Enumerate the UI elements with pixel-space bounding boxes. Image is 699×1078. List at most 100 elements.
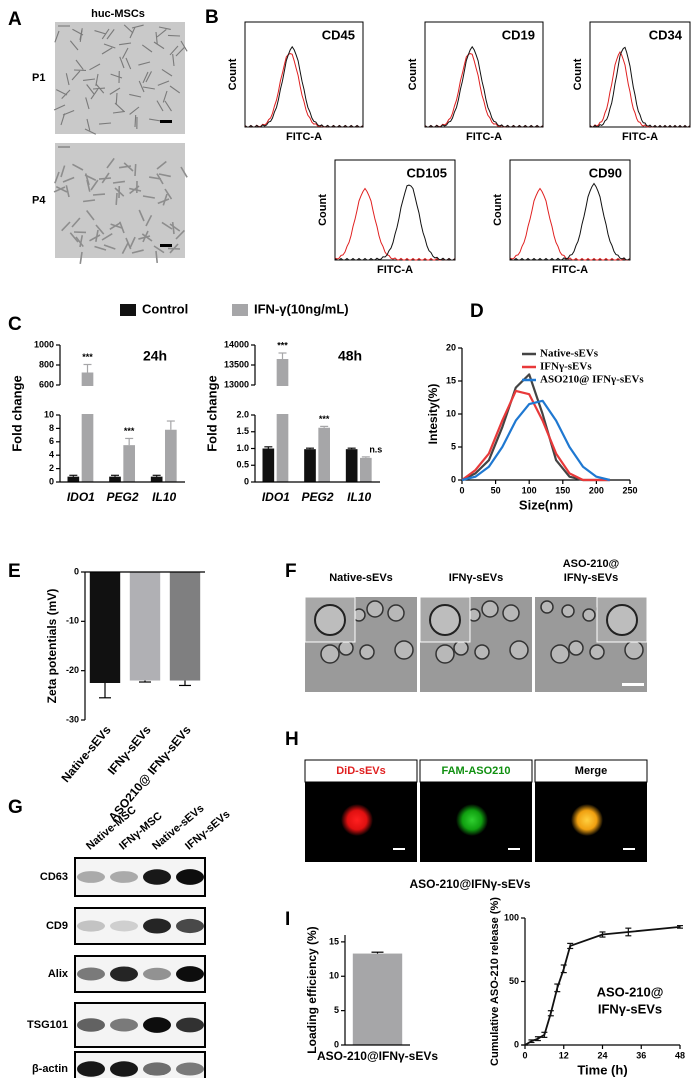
y-tick-label: 1000 [34, 339, 54, 349]
series-line [524, 926, 681, 1046]
histogram [244, 45, 364, 128]
y-tick-label: 10 [44, 409, 54, 419]
vesicle [338, 640, 354, 656]
legend-label: ASO210@ IFNγ-sEVs [540, 374, 644, 386]
vesicle [314, 604, 346, 636]
annotation: *** [82, 352, 93, 362]
y-tick-label: 0 [244, 476, 249, 486]
vesicle [589, 644, 605, 660]
cell [89, 234, 101, 242]
axis-label: FITC-A [622, 131, 658, 143]
band [143, 869, 171, 885]
bar [360, 457, 372, 482]
cell [60, 165, 66, 178]
cell [114, 187, 125, 197]
panel-letter: I [285, 909, 290, 930]
cell [89, 63, 101, 71]
x-tick-label: 36 [636, 1050, 646, 1060]
cell [61, 221, 71, 232]
y-tick-label: 800 [39, 359, 54, 369]
y-tick-label: 20 [446, 342, 456, 352]
cell [112, 110, 125, 114]
vesicle [540, 600, 554, 614]
channel-label: FAM-ASO210 [441, 765, 510, 777]
marker-label: CD105 [407, 165, 447, 180]
x-tick-label: 150 [555, 485, 570, 495]
band [143, 918, 171, 934]
y-axis-label: Loading efficiency (%) [305, 926, 319, 1053]
y-axis-label: Zeta potentials (mV) [45, 589, 59, 704]
band [77, 1061, 105, 1077]
annotation: ASO-210@ [597, 984, 664, 999]
cell [86, 118, 91, 131]
cell [53, 104, 66, 111]
marker-label: CD90 [589, 165, 622, 180]
cell [169, 223, 181, 232]
y-tick-label: 1.0 [236, 443, 249, 453]
annotation: *** [319, 414, 330, 424]
row-label: P4 [32, 194, 46, 206]
bar [304, 449, 316, 482]
cell [164, 188, 173, 200]
y-tick-label: 5 [451, 441, 456, 451]
flow-box [424, 21, 544, 128]
cell [123, 24, 134, 34]
band [77, 967, 105, 981]
scale-bar [160, 244, 172, 247]
y-tick-label: 5 [334, 1005, 339, 1015]
y-axis-label: Fold change [204, 375, 219, 452]
band [176, 1062, 204, 1076]
cell [129, 106, 140, 115]
cell [167, 34, 181, 37]
cell [158, 173, 171, 178]
vesicle [394, 640, 414, 660]
legend-label: Native-sEVs [540, 348, 599, 360]
band [77, 920, 105, 932]
scale-bar [622, 683, 644, 686]
cell [109, 87, 121, 95]
legend-label: IFN-γ(10ng/mL) [254, 301, 349, 316]
y-tick-label: 13500 [224, 359, 249, 369]
cell [125, 237, 132, 250]
cell [149, 118, 162, 122]
cell [129, 236, 136, 249]
marker-label: CD19 [502, 27, 535, 42]
legend-swatch [232, 304, 248, 316]
y-tick-label: 600 [39, 379, 54, 389]
panel-letter: C [8, 314, 22, 335]
caption: ASO-210@IFNγ-sEVs [409, 877, 530, 891]
axis-label: FITC-A [466, 131, 502, 143]
cell [157, 198, 170, 205]
chart-title: 24h [143, 348, 167, 364]
cell [85, 97, 90, 110]
x-tick-label: PEG2 [301, 490, 333, 504]
cell [94, 245, 107, 251]
cell [141, 44, 153, 53]
panel-letter: F [285, 561, 297, 582]
cell [121, 47, 129, 59]
protein-label: Alix [48, 968, 69, 980]
cell [156, 29, 167, 38]
flow-box [589, 21, 691, 128]
axis-label: Count [227, 58, 239, 90]
band [110, 966, 138, 982]
cell [75, 236, 84, 248]
axis-label: FITC-A [286, 131, 322, 143]
vesicle [387, 604, 405, 622]
cell [86, 84, 95, 95]
y-tick-label: 15 [446, 375, 456, 385]
y-axis-label: Intesity(%) [426, 384, 440, 445]
cell [86, 210, 95, 221]
cell [106, 157, 115, 169]
marker-label: CD34 [649, 27, 683, 42]
panel-letter: G [8, 797, 23, 818]
band [77, 1018, 105, 1032]
x-axis-label: Size(nm) [519, 497, 573, 512]
cell [155, 250, 159, 264]
tem-label: IFNγ-sEVs [449, 572, 503, 584]
cell [125, 57, 132, 70]
y-tick-label: 15 [329, 936, 339, 946]
protein-label: TSG101 [27, 1019, 68, 1031]
cell [95, 83, 105, 94]
